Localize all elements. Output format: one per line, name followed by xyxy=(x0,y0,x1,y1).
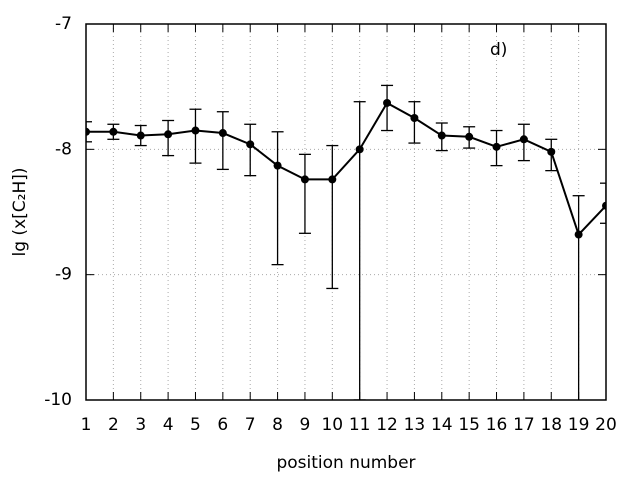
x-tick-label: 5 xyxy=(190,415,201,435)
x-tick-label: 14 xyxy=(431,415,453,435)
x-tick-label: 4 xyxy=(163,415,174,435)
data-point xyxy=(465,132,474,141)
y-tick-label: -10 xyxy=(44,390,72,410)
x-tick-label: 12 xyxy=(376,415,398,435)
data-point xyxy=(519,135,528,144)
data-point xyxy=(574,230,583,239)
data-point xyxy=(218,129,227,138)
data-point xyxy=(547,147,556,156)
data-point xyxy=(246,140,255,149)
data-point xyxy=(109,127,118,136)
x-tick-label: 11 xyxy=(349,415,371,435)
data-point xyxy=(300,175,309,184)
x-tick-label: 1 xyxy=(81,415,92,435)
x-tick-label: 19 xyxy=(568,415,590,435)
y-tick-label: -7 xyxy=(55,14,72,34)
data-point xyxy=(410,114,419,122)
data-point xyxy=(86,127,90,136)
y-axis-title: lg (x[C₂H]) xyxy=(10,168,30,257)
data-point xyxy=(191,126,200,135)
x-tick-label: 20 xyxy=(595,415,617,435)
x-tick-label: 16 xyxy=(486,415,508,435)
x-tick-label: 17 xyxy=(513,415,535,435)
plot-frame xyxy=(85,23,607,401)
x-tick-label: 13 xyxy=(404,415,426,435)
x-tick-label: 3 xyxy=(135,415,146,435)
data-line xyxy=(86,101,606,237)
data-point xyxy=(437,131,446,140)
y-tick-label: -8 xyxy=(55,139,72,159)
x-tick-label: 9 xyxy=(300,415,311,435)
x-tick-label: 2 xyxy=(108,415,119,435)
x-tick-label: 8 xyxy=(272,415,283,435)
x-tick-label: 6 xyxy=(217,415,228,435)
data-point xyxy=(164,130,173,139)
data-point xyxy=(492,142,501,151)
data-point xyxy=(328,175,337,184)
data-point xyxy=(383,98,392,107)
x-axis-title: position number xyxy=(276,453,415,473)
annotation: d) xyxy=(490,40,507,60)
data-point xyxy=(355,145,364,154)
x-tick-label: 7 xyxy=(245,415,256,435)
data-point xyxy=(273,161,282,170)
x-tick-label: 15 xyxy=(458,415,480,435)
x-tick-label: 18 xyxy=(540,415,562,435)
y-tick-label: -9 xyxy=(55,265,72,285)
data-point xyxy=(136,131,145,140)
x-tick-label: 10 xyxy=(321,415,343,435)
data-point xyxy=(602,201,606,210)
